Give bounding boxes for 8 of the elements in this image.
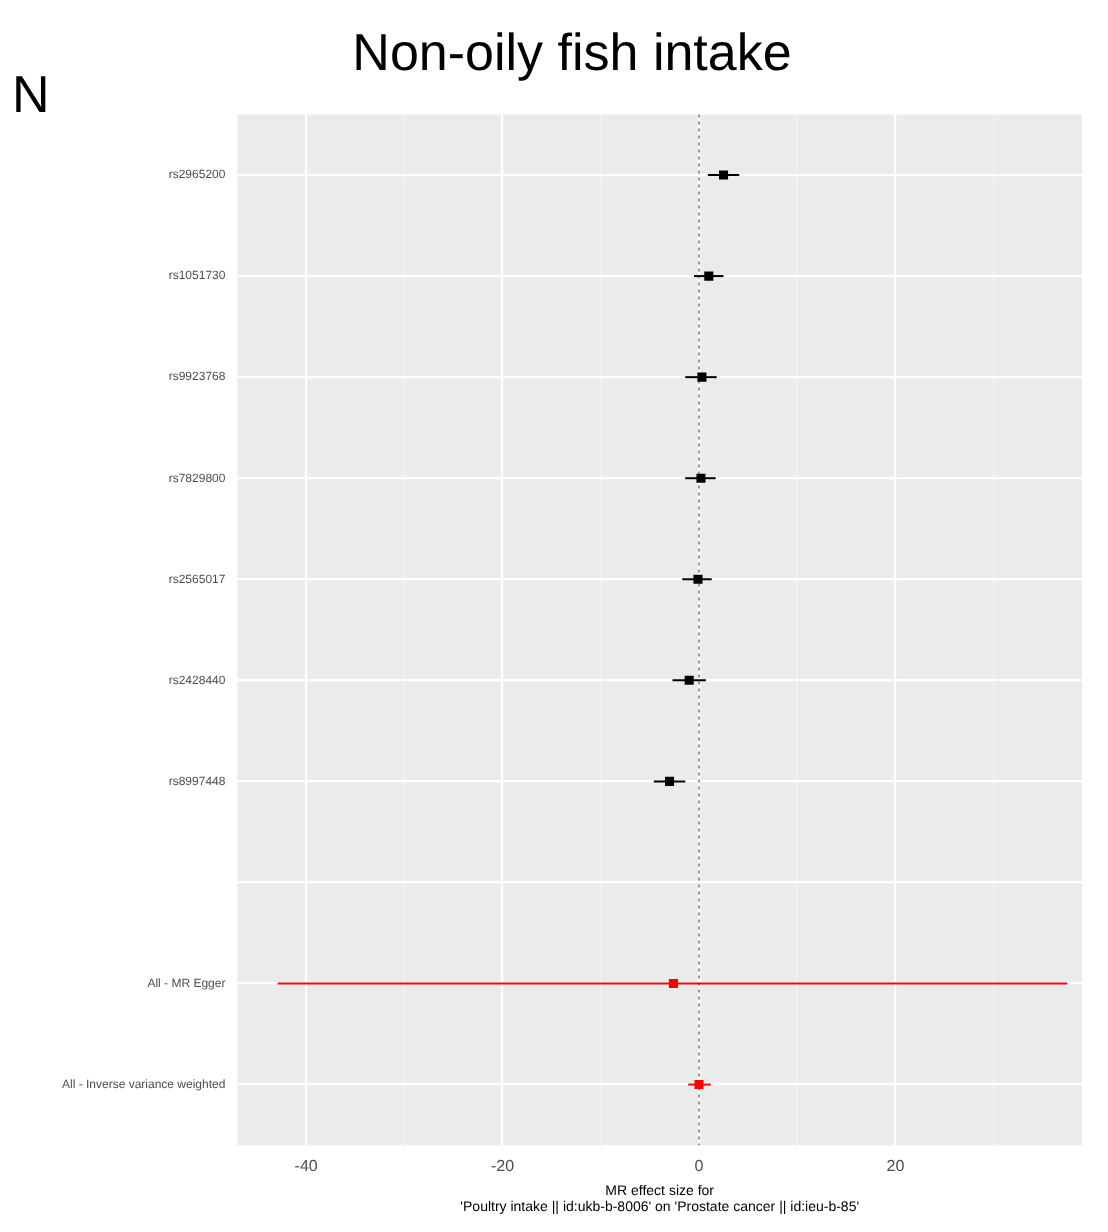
point bbox=[694, 1080, 704, 1090]
x-tick-label: -40 bbox=[294, 1157, 319, 1176]
x-tick-label: 0 bbox=[694, 1157, 705, 1176]
text: N bbox=[12, 64, 50, 126]
chart-title: Non-oily fish intake bbox=[352, 21, 792, 82]
point bbox=[693, 574, 703, 584]
x-tick-label: -20 bbox=[491, 1157, 516, 1176]
x-tick-label: 20 bbox=[886, 1157, 906, 1176]
